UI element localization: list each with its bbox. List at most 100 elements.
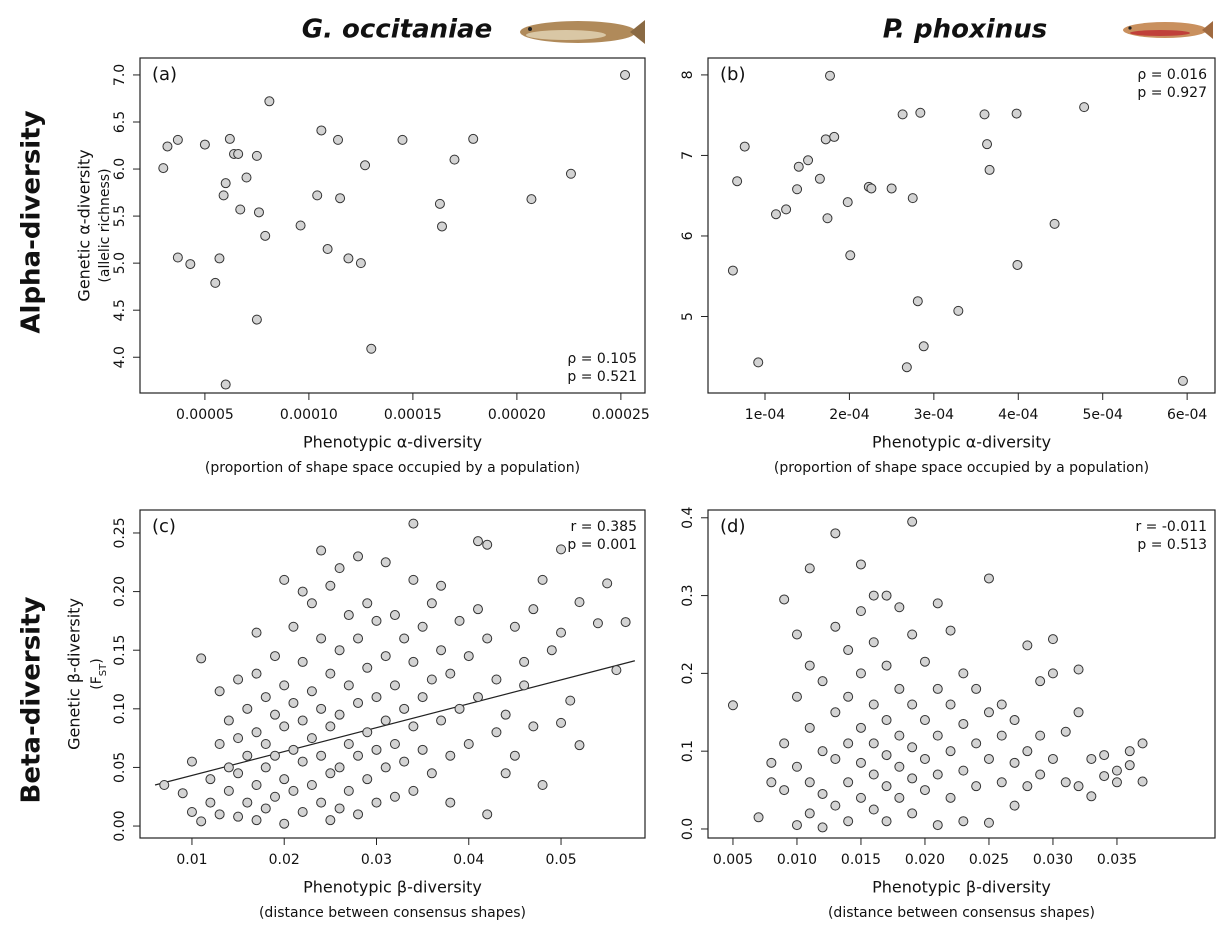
point [901,362,912,373]
row-title: Alpha-diversity [17,110,47,333]
point [449,154,460,165]
point [172,252,183,263]
point [371,744,382,755]
point [803,155,814,166]
point [919,785,930,796]
point [822,213,833,224]
x-tick-label: 0.030 [1033,852,1073,868]
point [260,762,271,773]
point [820,134,831,145]
point [868,804,879,815]
point [389,738,400,749]
point [945,699,956,710]
point [996,699,1007,710]
point [886,183,897,194]
point [817,676,828,687]
point [845,250,856,261]
point [894,761,905,772]
point [881,590,892,601]
point [426,598,437,609]
species-title: P. phoxinus [883,15,1047,45]
y-tick-label: 5.5 [112,205,128,227]
y-axis-title: Genetic α-diversity [75,149,94,301]
y-tick-label: 6.5 [112,111,128,133]
stat-label: r = -0.011 [1135,519,1207,535]
point [343,610,354,621]
point [817,746,828,757]
point [793,161,804,172]
point [894,602,905,613]
point [919,656,930,667]
point [953,305,964,316]
point [186,756,197,767]
point [233,733,244,744]
point [235,204,246,215]
point [842,197,853,208]
point [843,816,854,827]
point [881,750,892,761]
point [325,768,336,779]
stat-label: ρ = 0.016 [1137,67,1207,83]
point [814,173,825,184]
point [1060,726,1071,737]
point [172,134,183,145]
point [881,715,892,726]
point [362,662,373,673]
point [269,651,280,662]
point [371,797,382,808]
point [556,544,567,555]
point [380,557,391,568]
point [907,699,918,710]
y-tick-label: 0.10 [112,693,128,724]
x-axis-title: Phenotypic β-diversity [303,878,482,897]
point [297,586,308,597]
x-tick-label: 0.00025 [592,407,650,423]
point [472,536,483,547]
point [334,563,345,574]
point [791,629,802,640]
point [932,598,943,609]
point [436,715,447,726]
panel-label: (c) [152,516,176,537]
x-tick-label: 0.01 [176,852,207,868]
point [519,656,530,667]
y-tick-label: 0.20 [112,576,128,607]
point [186,806,197,817]
point [770,209,781,220]
point [417,692,428,703]
fish-icon [1123,21,1213,39]
point [1073,664,1084,675]
point [220,379,231,390]
point [971,781,982,792]
point [894,683,905,694]
x-axis-subtitle: (distance between consensus shapes) [828,905,1095,921]
point [223,785,234,796]
y-axis-subtitle-part: (allelic richness) [97,168,113,282]
x-axis-subtitle: (distance between consensus shapes) [259,905,526,921]
point [804,808,815,819]
point [251,314,262,325]
point [546,645,557,656]
point [389,610,400,621]
point [408,518,419,529]
point [158,163,169,174]
point [436,580,447,591]
x-tick-label: 0.04 [453,852,484,868]
point [491,727,502,738]
point [224,133,235,144]
x-axis-title: Phenotypic α-diversity [872,433,1051,452]
point [343,680,354,691]
point [223,715,234,726]
y-axis-subtitle-part: ST [98,663,109,676]
point [958,668,969,679]
point [353,750,364,761]
y-tick-label: 7 [680,151,696,160]
y-tick-label: 0.3 [680,584,696,606]
point [996,730,1007,741]
point [602,578,613,589]
point [919,715,930,726]
point [220,178,231,189]
point [362,598,373,609]
point [907,193,918,204]
point [620,69,631,80]
